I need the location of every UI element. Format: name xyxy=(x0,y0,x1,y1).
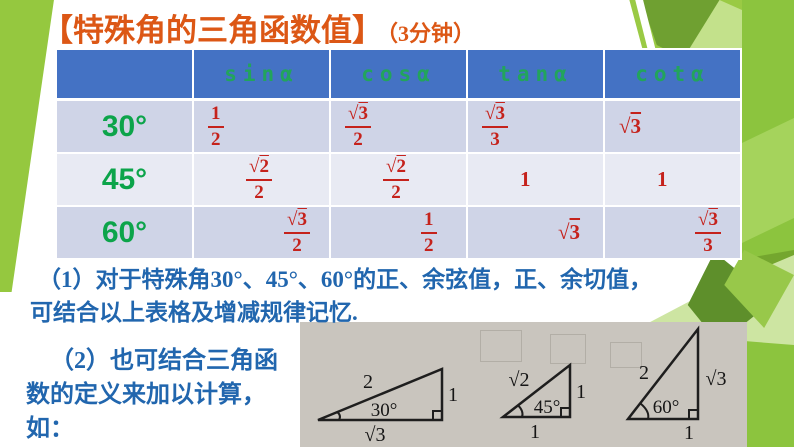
fraction-value: √2 2 xyxy=(246,156,272,203)
angle-label: 30° xyxy=(371,400,398,421)
slide-title: 【特殊角的三角函数值】 （3分钟） xyxy=(42,5,475,50)
radical: √3 xyxy=(558,220,581,244)
header-tan: tanα xyxy=(466,48,605,101)
table-body: 30° 1 2 √3 2 √3 3 √3 45° √2 2 √2 2 1 1 60° √3 2 1 2 √3 √3 3 xyxy=(55,98,742,260)
hypotenuse-label: 2 xyxy=(363,371,373,393)
opposite-label: 1 xyxy=(576,381,586,403)
value-cell: 1 xyxy=(603,152,742,207)
value-cell: √3 3 xyxy=(603,205,742,260)
table-header-row: sinα cosα tanα cotα xyxy=(55,48,742,101)
note-1: （1）对于特殊角30°、45°、60°的正、余弦值，正、余切值， 可结合以上表格… xyxy=(30,263,652,329)
table-row-30: 30° 1 2 √3 2 √3 3 √3 xyxy=(55,98,742,154)
trig-values-table: sinα cosα tanα cotα 30° 1 2 √3 2 √3 3 √3 45° √2 2 √… xyxy=(55,48,742,260)
photo-texture xyxy=(480,330,522,362)
value-cell: √3 2 xyxy=(192,205,331,260)
opposite-label: 1 xyxy=(448,384,458,406)
triangle-60: 2 √3 60° 1 xyxy=(625,325,727,444)
angle-label: 45° xyxy=(534,397,561,418)
triangle-30: 2 1 30° √3 xyxy=(317,367,458,446)
value-cell: 1 xyxy=(466,152,605,207)
radical: √3 xyxy=(348,103,368,125)
note-2-line-2: 数的定义来加以计算， xyxy=(26,382,266,408)
title-duration: （3分钟） xyxy=(387,21,476,46)
value-cell: √3 2 xyxy=(329,98,468,154)
radical: √3 xyxy=(287,209,307,231)
triangles-photo: 2 1 30° √3 √2 1 45° 1 2 √3 xyxy=(300,322,747,447)
note-2-line-3: 如： xyxy=(26,416,74,442)
radical: √3 xyxy=(619,114,642,138)
note-2: （2）也可结合三角函 数的定义来加以计算， 如： xyxy=(26,344,278,446)
value-cell: √3 3 xyxy=(466,98,605,154)
radical: √2 xyxy=(249,156,269,178)
adjacent-label: 1 xyxy=(530,421,540,443)
value-cell: √3 xyxy=(466,205,605,260)
plain-value: 1 xyxy=(657,167,668,191)
header-sin: sinα xyxy=(192,48,331,101)
right-angle-mark xyxy=(560,407,571,418)
note-1-line-1: （1）对于特殊角30°、45°、60°的正、余弦值，正、余切值， xyxy=(38,267,653,292)
radical: √3 xyxy=(485,103,505,125)
photo-texture xyxy=(550,334,586,364)
radical: √2 xyxy=(386,156,406,178)
header-cot: cotα xyxy=(603,48,742,101)
green-side-band-decoration xyxy=(742,0,794,447)
plain-value: 1 xyxy=(520,167,531,191)
angle-arc xyxy=(639,402,650,420)
triangles-figure: 2 1 30° √3 √2 1 45° 1 2 √3 xyxy=(317,325,727,446)
adjacent-label: 1 xyxy=(684,422,694,444)
fraction-value: √3 3 xyxy=(695,209,721,256)
hypotenuse-label: 2 xyxy=(639,362,649,384)
right-angle-mark xyxy=(432,410,443,421)
header-cos: cosα xyxy=(329,48,468,101)
title-text: 【特殊角的三角函数值】 xyxy=(42,13,383,48)
note-1-line-2: 可结合以上表格及增减规律记忆. xyxy=(30,300,358,325)
fraction-value: √3 2 xyxy=(284,209,310,256)
table-row-60: 60° √3 2 1 2 √3 √3 3 xyxy=(55,205,742,260)
fraction-value: √3 3 xyxy=(482,103,508,150)
right-angle-mark xyxy=(688,409,699,420)
value-cell: √3 xyxy=(603,98,742,154)
angle-cell: 45° xyxy=(55,152,194,207)
angle-label: 60° xyxy=(653,397,680,418)
adjacent-label: √3 xyxy=(365,424,386,446)
note-2-line-1: （2）也可结合三角函 xyxy=(50,348,278,374)
angle-arc xyxy=(517,404,524,418)
plain-value: √3 xyxy=(619,114,641,138)
hypotenuse-label: √2 xyxy=(509,369,530,391)
value-cell: √2 2 xyxy=(192,152,331,207)
fraction-value: √2 2 xyxy=(383,156,409,203)
opposite-label: √3 xyxy=(706,368,727,390)
photo-texture xyxy=(610,342,642,368)
triangle-45: √2 1 45° 1 xyxy=(499,362,586,443)
angle-cell: 30° xyxy=(55,98,194,154)
corner-cell xyxy=(55,48,194,101)
fraction-value: √3 2 xyxy=(345,103,371,150)
radical: √3 xyxy=(698,209,718,231)
plain-value: √3 xyxy=(558,220,580,244)
table-row-45: 45° √2 2 √2 2 1 1 xyxy=(55,152,742,207)
value-cell: √2 2 xyxy=(329,152,468,207)
decoration-facet xyxy=(742,118,794,243)
angle-cell: 60° xyxy=(55,205,194,260)
angle-arc xyxy=(336,411,341,421)
